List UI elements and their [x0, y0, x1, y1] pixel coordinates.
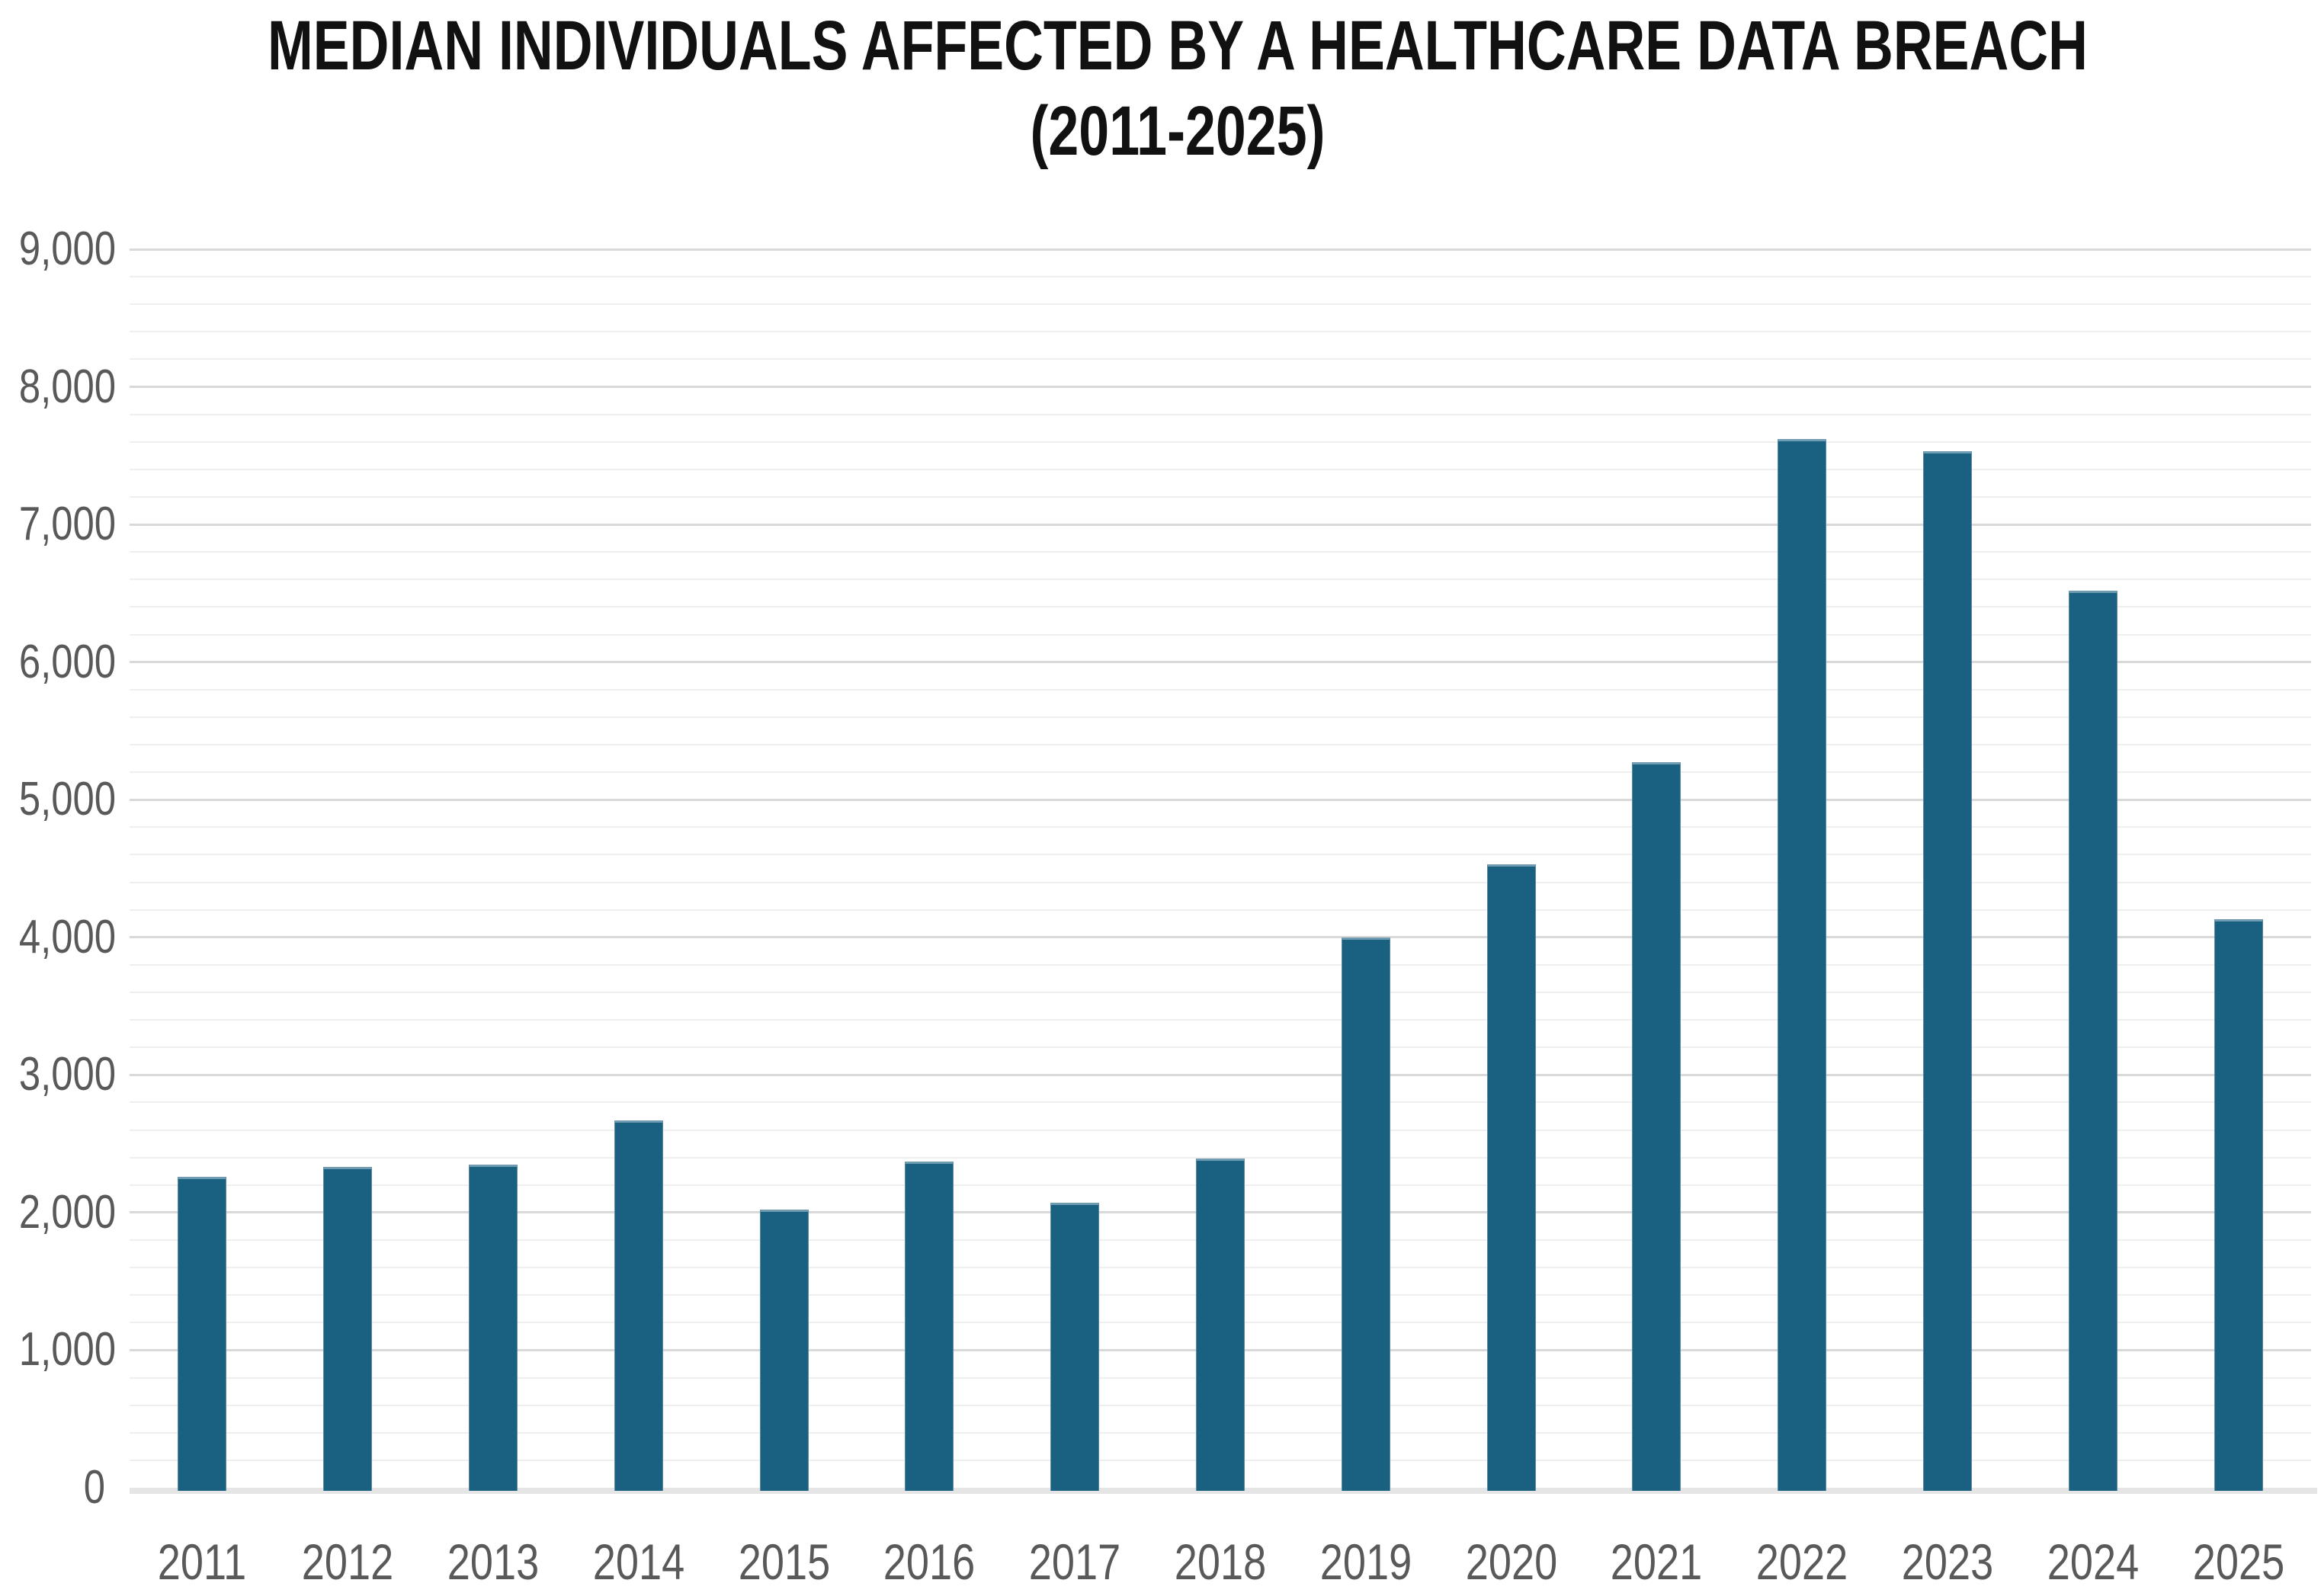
bar-2020 [1486, 864, 1536, 1491]
x-tick-label-2013: 2013 [447, 1534, 540, 1590]
minor-gridline-7200 [130, 496, 2311, 498]
minor-gridline-3400 [130, 1019, 2311, 1021]
minor-gridline-6400 [130, 606, 2311, 608]
bar-2016 [905, 1162, 954, 1491]
major-gridline-7000 [130, 523, 2311, 526]
y-tick-label-7000: 7,000 [18, 498, 117, 551]
y-tick-label-4000: 4,000 [18, 910, 117, 963]
y-tick-label-2000: 2,000 [18, 1185, 117, 1239]
x-tick-label-2019: 2019 [1319, 1534, 1412, 1590]
bar-2013 [469, 1164, 518, 1491]
major-gridline-4000 [130, 936, 2311, 939]
x-axis-line [130, 1488, 2317, 1494]
bar-2015 [759, 1210, 809, 1491]
bar-2014 [614, 1120, 663, 1491]
minor-gridline-2600 [130, 1129, 2311, 1131]
minor-gridline-6600 [130, 578, 2311, 581]
bar-2011 [178, 1176, 227, 1491]
y-tick-label-9000: 9,000 [18, 223, 117, 275]
minor-gridline-3800 [130, 963, 2311, 966]
x-tick-label-2012: 2012 [301, 1534, 394, 1590]
x-tick-label-2017: 2017 [1028, 1534, 1121, 1590]
x-tick-label-2025: 2025 [2192, 1534, 2284, 1590]
x-tick-label-2016: 2016 [883, 1534, 976, 1590]
bar-2024 [2068, 590, 2117, 1491]
minor-gridline-8600 [130, 303, 2311, 306]
x-tick-label-2020: 2020 [1465, 1534, 1557, 1590]
major-gridline-8000 [130, 386, 2311, 389]
major-gridline-5000 [130, 798, 2311, 801]
minor-gridline-8400 [130, 331, 2311, 333]
bar-2017 [1050, 1203, 1100, 1491]
bar-2021 [1632, 762, 1681, 1491]
minor-gridline-6200 [130, 633, 2311, 636]
minor-gridline-8200 [130, 358, 2311, 361]
minor-gridline-7800 [130, 413, 2311, 415]
minor-gridline-5400 [130, 744, 2311, 745]
minor-gridline-2800 [130, 1101, 2311, 1104]
minor-gridline-3200 [130, 1046, 2311, 1049]
bar-2019 [1341, 937, 1390, 1491]
minor-gridline-5200 [130, 771, 2311, 774]
y-tick-label-8000: 8,000 [18, 360, 117, 413]
minor-gridline-2400 [130, 1156, 2311, 1159]
y-tick-label-5000: 5,000 [18, 773, 117, 826]
y-tick-label-1000: 1,000 [18, 1323, 117, 1376]
minor-gridline-6800 [130, 551, 2311, 553]
minor-gridline-3600 [130, 992, 2311, 993]
x-tick-label-2021: 2021 [1611, 1534, 1703, 1590]
y-tick-label-0: 0 [83, 1461, 105, 1514]
x-tick-label-2015: 2015 [738, 1534, 830, 1590]
minor-gridline-4200 [130, 909, 2311, 911]
bar-2012 [323, 1167, 373, 1491]
x-tick-label-2022: 2022 [1755, 1534, 1848, 1590]
y-tick-label-6000: 6,000 [18, 635, 117, 688]
minor-gridline-4600 [130, 854, 2311, 856]
bar-2023 [1923, 451, 1972, 1491]
major-gridline-6000 [130, 661, 2311, 664]
x-tick-label-2014: 2014 [592, 1534, 684, 1590]
minor-gridline-7400 [130, 468, 2311, 470]
minor-gridline-5600 [130, 716, 2311, 718]
minor-gridline-7600 [130, 441, 2311, 443]
chart-title-line1: MEDIAN INDIVIDUALS AFFECTED BY A HEALTHC… [268, 7, 2088, 85]
minor-gridline-8800 [130, 276, 2311, 278]
minor-gridline-5800 [130, 688, 2311, 691]
x-tick-label-2024: 2024 [2047, 1534, 2139, 1590]
bar-2022 [1778, 439, 1827, 1491]
minor-gridline-4800 [130, 826, 2311, 828]
x-tick-label-2018: 2018 [1174, 1534, 1267, 1590]
x-tick-label-2023: 2023 [1901, 1534, 1994, 1590]
major-gridline-3000 [130, 1073, 2311, 1076]
bar-2018 [1196, 1159, 1245, 1491]
bar-2025 [2214, 919, 2263, 1491]
chart-title-line2: (2011-2025) [1030, 92, 1326, 170]
y-tick-label-3000: 3,000 [18, 1048, 117, 1101]
x-tick-label-2011: 2011 [158, 1534, 247, 1590]
minor-gridline-4400 [130, 881, 2311, 883]
major-gridline-9000 [130, 248, 2311, 251]
